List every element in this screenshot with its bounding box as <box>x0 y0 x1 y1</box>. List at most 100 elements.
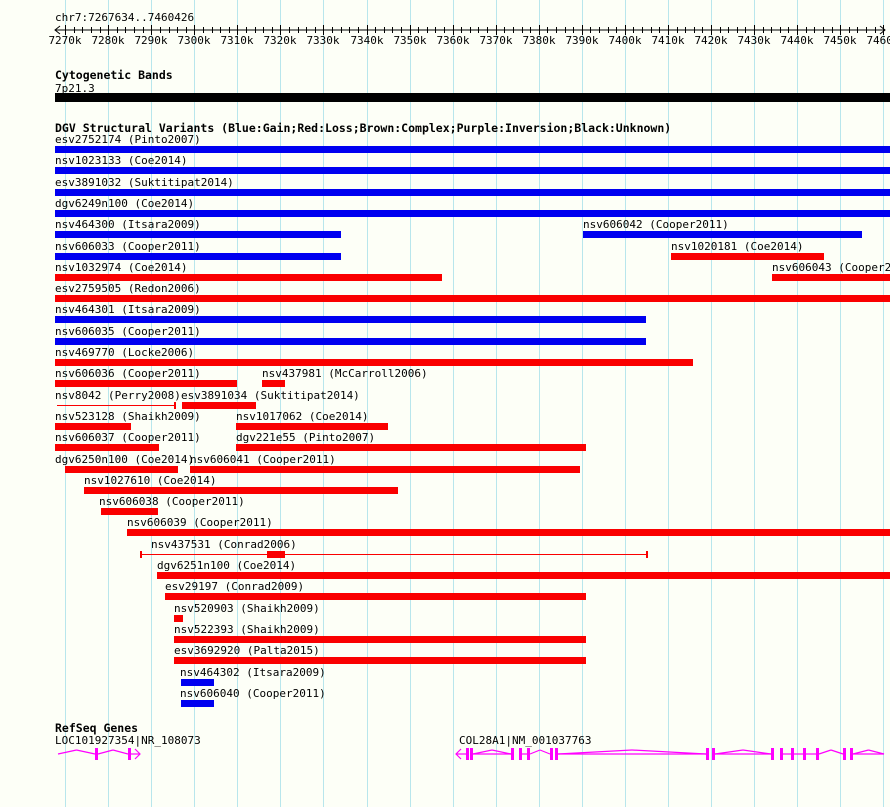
cytogenetic-bands-title: Cytogenetic Bands <box>55 68 173 82</box>
gridline <box>883 0 884 807</box>
variant-label-dgv6251n100[interactable]: dgv6251n100 (Coe2014) <box>157 559 297 572</box>
variant-bar-nsv520903[interactable] <box>174 614 183 622</box>
gridline <box>797 0 798 807</box>
variant-label-nsv606043[interactable]: nsv606043 (Cooper20 <box>772 260 890 274</box>
dgv-track-title: DGV Structural Variants (Blue:Gain;Red:L… <box>55 121 672 135</box>
variant-label-esv3692920[interactable]: esv3692920 (Palta2015) <box>174 644 320 658</box>
variant-label-nsv606036[interactable]: nsv606036 (Cooper2011) <box>55 367 201 381</box>
variant-line-nsv437531[interactable] <box>140 553 648 555</box>
gene-label-col28a1[interactable]: COL28A1|NM_001037763 <box>459 734 592 747</box>
variant-bar-esv29197[interactable] <box>165 593 586 601</box>
variant-label-nsv1027610[interactable]: nsv1027610 (Coe2014) <box>84 473 217 487</box>
variant-label-nsv523128[interactable]: nsv523128 (Shaikh2009) <box>55 409 201 423</box>
variant-label-nsv606037[interactable]: nsv606037 (Cooper2011) <box>55 431 201 445</box>
variant-label-nsv469770[interactable]: nsv469770 (Locke2006) <box>55 346 195 359</box>
cytogenetic-band-bar[interactable] <box>55 93 890 102</box>
gene-model-loc101927354[interactable] <box>57 748 141 760</box>
variant-label-nsv606035[interactable]: nsv606035 (Cooper2011) <box>55 324 201 338</box>
variant-line-nsv8042[interactable] <box>57 404 176 406</box>
gene-label-loc101927354[interactable]: LOC101927354|NR_108073 <box>55 734 201 747</box>
refseq-genes-title: RefSeq Genes <box>55 721 139 735</box>
variant-label-nsv606041[interactable]: nsv606041 (Cooper2011) <box>190 452 336 466</box>
variant-bar-esv3692920[interactable] <box>174 657 586 665</box>
variant-label-nsv1017062[interactable]: nsv1017062 (Coe2014) <box>236 409 369 423</box>
coordinate-label: chr7:7267634..7460426 <box>55 11 195 24</box>
gene-model-col28a1[interactable] <box>455 748 885 760</box>
variant-label-nsv1032974[interactable]: nsv1032974 (Coe2014) <box>55 260 188 274</box>
ruler-tick-label: 7270k <box>48 34 82 47</box>
variant-label-nsv1023133[interactable]: nsv1023133 (Coe2014) <box>55 154 188 168</box>
ruler-tick-labels: 7270k 7280k 7290k 7300k 7310k 7320k 7330k 7340k… <box>0 34 890 48</box>
ruler-tick-label: 7460k <box>866 34 890 47</box>
ruler-tick-label: 7300k <box>177 34 211 47</box>
variant-label-nsv606038[interactable]: nsv606038 (Cooper2011) <box>99 495 245 509</box>
variant-label-dgv6250n100[interactable]: dgv6250n100 (Coe2014) <box>55 452 195 466</box>
variant-label-nsv8042[interactable]: nsv8042 (Perry2008) <box>55 388 181 402</box>
variant-tick-nsv437531-0 <box>140 550 142 558</box>
variant-label-dgv6249n100[interactable]: dgv6249n100 (Coe2014) <box>55 196 195 210</box>
variant-bar-nsv1032974[interactable] <box>55 273 442 281</box>
ruler-tick-label: 7440k <box>780 34 814 47</box>
variant-bar-dgv6250n100[interactable] <box>65 465 178 473</box>
variant-bar-nsv1027610[interactable] <box>84 486 398 494</box>
variant-bar-dgv221e55[interactable] <box>236 444 586 452</box>
variant-label-nsv464302[interactable]: nsv464302 (Itsara2009) <box>180 665 326 679</box>
variant-bar-nsv469770[interactable] <box>55 359 693 366</box>
variant-label-nsv606039[interactable]: nsv606039 (Cooper2011) <box>127 516 273 530</box>
variant-label-nsv464301[interactable]: nsv464301 (Itsara2009) <box>55 303 201 317</box>
variant-bar-nsv437981[interactable] <box>262 380 285 388</box>
variant-bar-nsv606040[interactable] <box>181 699 214 707</box>
variant-block-nsv437531[interactable] <box>267 550 285 558</box>
variant-bar-nsv464301[interactable] <box>55 316 646 324</box>
variant-label-nsv437981[interactable]: nsv437981 (McCarroll2006) <box>262 367 428 381</box>
variant-bar-nsv606039[interactable] <box>127 529 890 537</box>
variant-bar-nsv606043[interactable] <box>772 273 890 281</box>
variant-bar-nsv606033[interactable] <box>55 252 341 260</box>
variant-bar-nsv523128[interactable] <box>55 422 131 430</box>
variant-bar-esv3891034[interactable] <box>182 401 256 409</box>
variant-label-esv2759505[interactable]: esv2759505 (Redon2006) <box>55 282 201 296</box>
ruler-tick-label: 7410k <box>651 34 685 47</box>
variant-bar-nsv606041[interactable] <box>190 465 580 473</box>
variant-label-esv3891034[interactable]: esv3891034 (Suktitipat2014) <box>181 388 360 402</box>
variant-label-dgv221e55[interactable]: dgv221e55 (Pinto2007) <box>236 431 376 445</box>
variant-label-esv3891032[interactable]: esv3891032 (Suktitipat2014) <box>55 175 234 189</box>
variant-label-nsv1020181[interactable]: nsv1020181 (Coe2014) <box>671 239 804 253</box>
variant-label-nsv520903[interactable]: nsv520903 (Shaikh2009) <box>174 601 320 615</box>
variant-tick-nsv437531-1 <box>646 550 648 558</box>
variant-bar-nsv606038[interactable] <box>101 508 158 516</box>
gridline <box>754 0 755 807</box>
variant-bar-nsv464300[interactable] <box>55 231 341 239</box>
cytogenetic-band-label: 7p21.3 <box>55 82 95 95</box>
variant-bar-nsv606037[interactable] <box>55 444 159 452</box>
ruler-tick-label: 7370k <box>479 34 513 47</box>
variant-label-nsv464300[interactable]: nsv464300 (Itsara2009) <box>55 218 201 232</box>
variant-label-nsv437531[interactable]: nsv437531 (Conrad2006) <box>151 537 297 551</box>
ruler-tick-label: 7360k <box>436 34 470 47</box>
variant-bar-esv2759505[interactable] <box>55 295 890 303</box>
variant-bar-esv3891032[interactable] <box>55 188 890 196</box>
variant-bar-esv2752174[interactable] <box>55 146 890 153</box>
refseq-gene-models[interactable] <box>0 744 890 766</box>
variant-label-nsv606040[interactable]: nsv606040 (Cooper2011) <box>180 686 326 700</box>
variant-bar-nsv464302[interactable] <box>181 678 214 686</box>
variant-bar-nsv606042[interactable] <box>583 231 862 239</box>
variant-bar-nsv1017062[interactable] <box>236 422 388 430</box>
variant-bar-nsv606035[interactable] <box>55 337 646 345</box>
variant-bar-nsv1020181[interactable] <box>671 252 824 260</box>
variant-bar-dgv6251n100[interactable] <box>157 572 890 579</box>
variant-bar-nsv522393[interactable] <box>174 635 586 643</box>
variant-label-nsv606042[interactable]: nsv606042 (Cooper2011) <box>583 218 729 232</box>
gridline <box>711 0 712 807</box>
variant-label-esv29197[interactable]: esv29197 (Conrad2009) <box>165 580 305 594</box>
variant-label-esv2752174[interactable]: esv2752174 (Pinto2007) <box>55 133 201 146</box>
ruler-tick-label: 7330k <box>306 34 340 47</box>
ruler-tick-label: 7450k <box>823 34 857 47</box>
variant-label-nsv522393[interactable]: nsv522393 (Shaikh2009) <box>174 622 320 636</box>
ruler-tick-label: 7340k <box>350 34 384 47</box>
variant-bar-dgv6249n100[interactable] <box>55 209 890 217</box>
ruler-tick-label: 7420k <box>694 34 728 47</box>
variant-label-nsv606033[interactable]: nsv606033 (Cooper2011) <box>55 239 201 253</box>
variant-bar-nsv606036[interactable] <box>55 380 237 388</box>
variant-bar-nsv1023133[interactable] <box>55 167 890 175</box>
